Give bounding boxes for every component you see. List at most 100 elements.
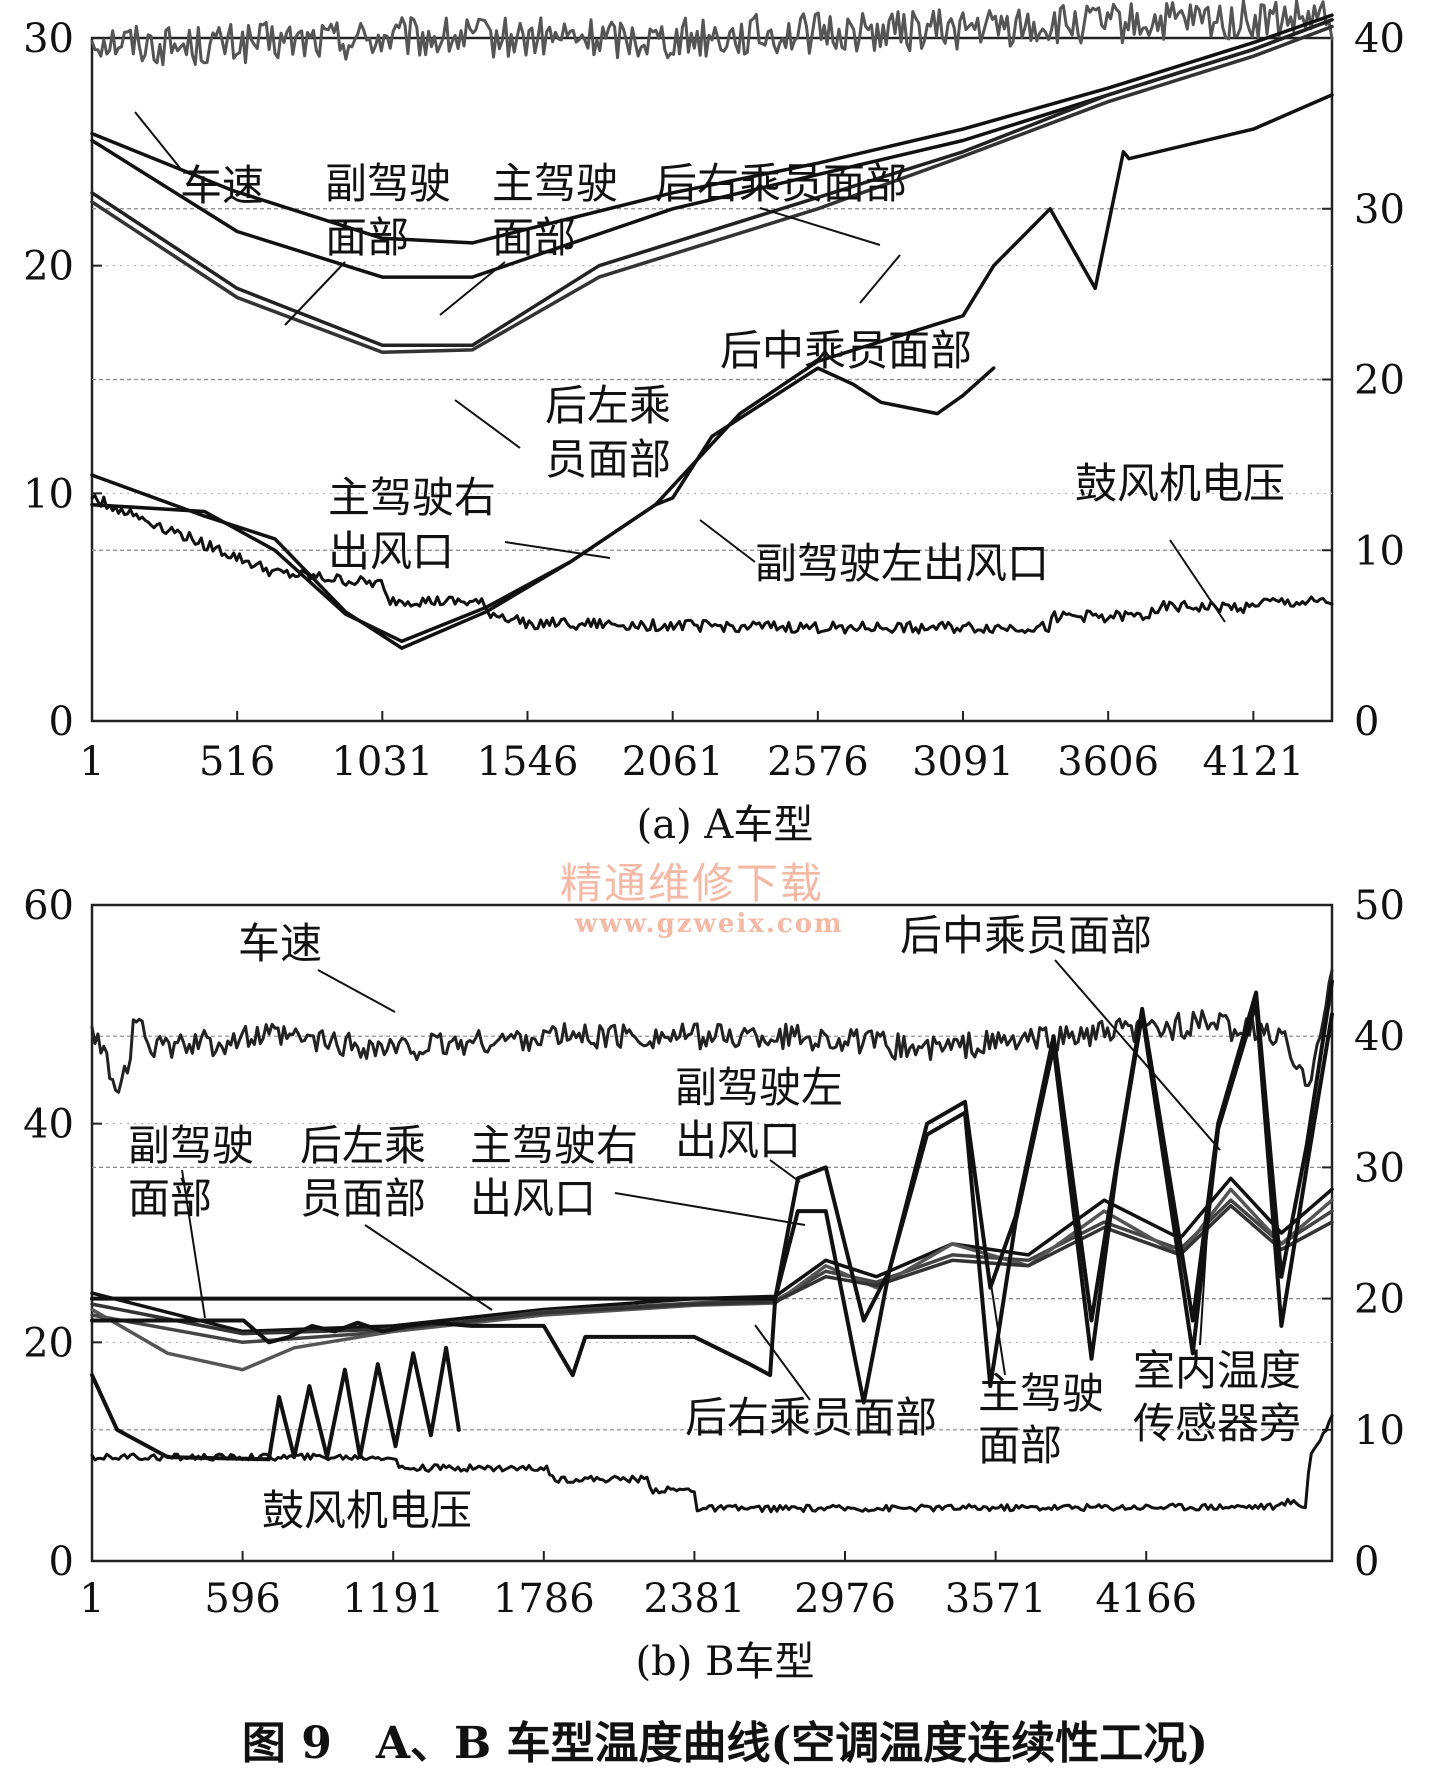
y-left-tick-label: 10 bbox=[23, 471, 74, 517]
series-line-pass-left-vent bbox=[90, 366, 996, 644]
chart-a-label-speed: 车速 bbox=[180, 161, 264, 210]
series-line-rear-mid bbox=[90, 1187, 1334, 1372]
series-line-pass-face bbox=[90, 1176, 1334, 1334]
chart-a-leader-speed bbox=[134, 111, 181, 169]
x-tick-label: 1 bbox=[79, 1576, 104, 1622]
chart-a-label-pass-face-1: 副驾驶 bbox=[325, 159, 451, 208]
chart-a-a-vehicle: 1 516 1031 1546 2061 2576 3091 3606 4121 0 10 20 30… bbox=[23, 0, 1405, 848]
chart-a-label-rear-left-1: 后左乘 bbox=[545, 381, 671, 430]
chart-b-label-rear-right: 后右乘员面部 bbox=[685, 1393, 937, 1442]
x-tick-label: 4121 bbox=[1202, 739, 1304, 785]
chart-a-leader-blower bbox=[1169, 539, 1226, 623]
y-left-tick-label: 0 bbox=[49, 1539, 74, 1585]
chart-b-plot-frame bbox=[90, 903, 1334, 1563]
chart-a-series-group bbox=[90, 0, 1334, 650]
series-line-speed bbox=[90, 968, 1334, 1094]
series-line-rear-right bbox=[90, 1203, 1334, 1336]
y-right-tick-label: 20 bbox=[1354, 358, 1405, 404]
y-right-tick-label: 30 bbox=[1354, 1145, 1405, 1191]
series-line-rear-left bbox=[90, 24, 1334, 354]
y-left-tick-label: 40 bbox=[23, 1102, 74, 1148]
chart-b-leader-pass-left-vent bbox=[769, 1159, 801, 1183]
chart-b-caption: (b) B车型 bbox=[636, 1639, 815, 1685]
chart-b-label-driver-face-2: 面部 bbox=[978, 1421, 1062, 1470]
chart-a-leader-pass-left-vent bbox=[699, 519, 756, 563]
x-tick-label: 3606 bbox=[1057, 739, 1159, 785]
y-right-tick-label: 10 bbox=[1354, 528, 1405, 574]
chart-b-leader-pass-face bbox=[181, 1169, 206, 1319]
chart-b-b-vehicle: 1 596 1191 1786 2381 2976 3571 4166 0 20 40 60 0 10… bbox=[23, 883, 1405, 1685]
series-line-blower bbox=[90, 1414, 1334, 1514]
chart-a-label-rear-left-2: 员面部 bbox=[545, 435, 671, 484]
chart-a-leader-driver-face bbox=[439, 261, 506, 316]
chart-a-leader-pass-face bbox=[284, 261, 346, 326]
chart-a-leader-rear-mid bbox=[859, 254, 901, 304]
series-line-driver-right-vent bbox=[90, 93, 1334, 650]
chart-b-left-y-axis: 0 20 40 60 bbox=[23, 883, 102, 1585]
chart-b-leader-rear-left bbox=[364, 1224, 493, 1311]
chart-b-label-pass-face-2: 面部 bbox=[128, 1174, 212, 1223]
chart-b-label-pass-face-1: 副驾驶 bbox=[128, 1121, 254, 1170]
y-left-tick-label: 0 bbox=[49, 699, 74, 745]
chart-a-caption: (a) A车型 bbox=[637, 802, 814, 848]
x-tick-label: 3091 bbox=[912, 739, 1014, 785]
x-tick-label: 2061 bbox=[622, 739, 724, 785]
x-tick-label: 1191 bbox=[342, 1576, 444, 1622]
chart-b-x-axis: 1 596 1191 1786 2381 2976 3571 4166 bbox=[79, 1551, 1197, 1622]
chart-b-label-pass-left-vent-2: 出风口 bbox=[675, 1116, 801, 1165]
chart-b-label-pass-left-vent-1: 副驾驶左 bbox=[675, 1063, 843, 1112]
y-left-tick-label: 20 bbox=[23, 244, 74, 290]
chart-b-label-rear-left-1: 后左乘 bbox=[300, 1121, 426, 1170]
chart-a-leader-driver-right-vent bbox=[504, 541, 611, 559]
chart-b-leader-rear-mid bbox=[1054, 959, 1221, 1151]
chart-b-label-driver-right-vent-1: 主驾驶右 bbox=[470, 1121, 638, 1170]
watermark-text: 精通维修下载 bbox=[560, 859, 824, 908]
series-line-blower bbox=[90, 494, 1334, 635]
series-line-cabin-sensor bbox=[90, 1345, 461, 1462]
y-left-tick-label: 20 bbox=[23, 1320, 74, 1366]
chart-a-right-y-axis: 0 10 20 30 40 bbox=[1322, 16, 1405, 745]
y-right-tick-label: 20 bbox=[1354, 1277, 1405, 1323]
series-line-rear-right bbox=[90, 13, 1334, 245]
y-right-tick-label: 40 bbox=[1354, 16, 1405, 62]
x-tick-label: 1786 bbox=[493, 1576, 595, 1622]
chart-b-label-rear-left-2: 员面部 bbox=[300, 1174, 426, 1223]
x-tick-label: 2576 bbox=[767, 739, 869, 785]
y-left-tick-label: 30 bbox=[23, 16, 74, 62]
y-left-tick-label: 60 bbox=[23, 883, 74, 929]
series-line-driver-right-vent bbox=[90, 1001, 1334, 1405]
chart-b-label-driver-face-1: 主驾驶 bbox=[978, 1369, 1104, 1418]
y-right-tick-label: 30 bbox=[1354, 187, 1405, 233]
chart-b-right-y-axis: 0 10 20 30 40 50 bbox=[1322, 883, 1405, 1585]
chart-b-leader-cabin-sensor bbox=[1199, 1184, 1211, 1346]
chart-b-label-rear-mid: 后中乘员面部 bbox=[900, 911, 1152, 960]
chart-a-label-driver-face-1: 主驾驶 bbox=[492, 159, 618, 208]
chart-a-label-blower: 鼓风机电压 bbox=[1075, 459, 1285, 508]
y-right-tick-label: 50 bbox=[1354, 883, 1405, 929]
chart-b-series-group bbox=[90, 968, 1334, 1514]
series-line-rear-mid bbox=[90, 18, 1334, 348]
y-right-tick-label: 10 bbox=[1354, 1408, 1405, 1454]
y-right-tick-label: 0 bbox=[1354, 1539, 1379, 1585]
chart-b-leader-driver-face bbox=[984, 1244, 1006, 1376]
chart-a-left-y-axis: 0 10 20 30 bbox=[23, 16, 102, 745]
x-tick-label: 1031 bbox=[331, 739, 433, 785]
chart-b-label-cabin-sensor-1: 室内温度 bbox=[1133, 1346, 1301, 1395]
x-tick-label: 2976 bbox=[794, 1576, 896, 1622]
y-right-tick-label: 40 bbox=[1354, 1014, 1405, 1060]
chart-b-label-blower: 鼓风机电压 bbox=[262, 1486, 472, 1535]
chart-b-label-driver-right-vent-2: 出风口 bbox=[470, 1174, 596, 1223]
series-line-speed bbox=[90, 0, 1334, 67]
x-tick-label: 516 bbox=[199, 739, 275, 785]
chart-a-label-pass-face-2: 面部 bbox=[325, 213, 409, 262]
x-tick-label: 4166 bbox=[1095, 1576, 1197, 1622]
chart-a-label-pass-left-vent: 副驾驶左出风口 bbox=[755, 539, 1049, 588]
chart-a-grid bbox=[92, 208, 1332, 551]
chart-b-leader-driver-right-vent bbox=[614, 1192, 806, 1226]
x-tick-label: 1 bbox=[79, 739, 104, 785]
chart-a-label-driver-right-vent-2: 出风口 bbox=[328, 527, 454, 576]
y-right-tick-label: 0 bbox=[1354, 699, 1379, 745]
chart-b-label-cabin-sensor-2: 传感器旁 bbox=[1133, 1399, 1301, 1448]
x-tick-label: 3571 bbox=[945, 1576, 1047, 1622]
chart-b-leader-speed bbox=[317, 969, 396, 1013]
